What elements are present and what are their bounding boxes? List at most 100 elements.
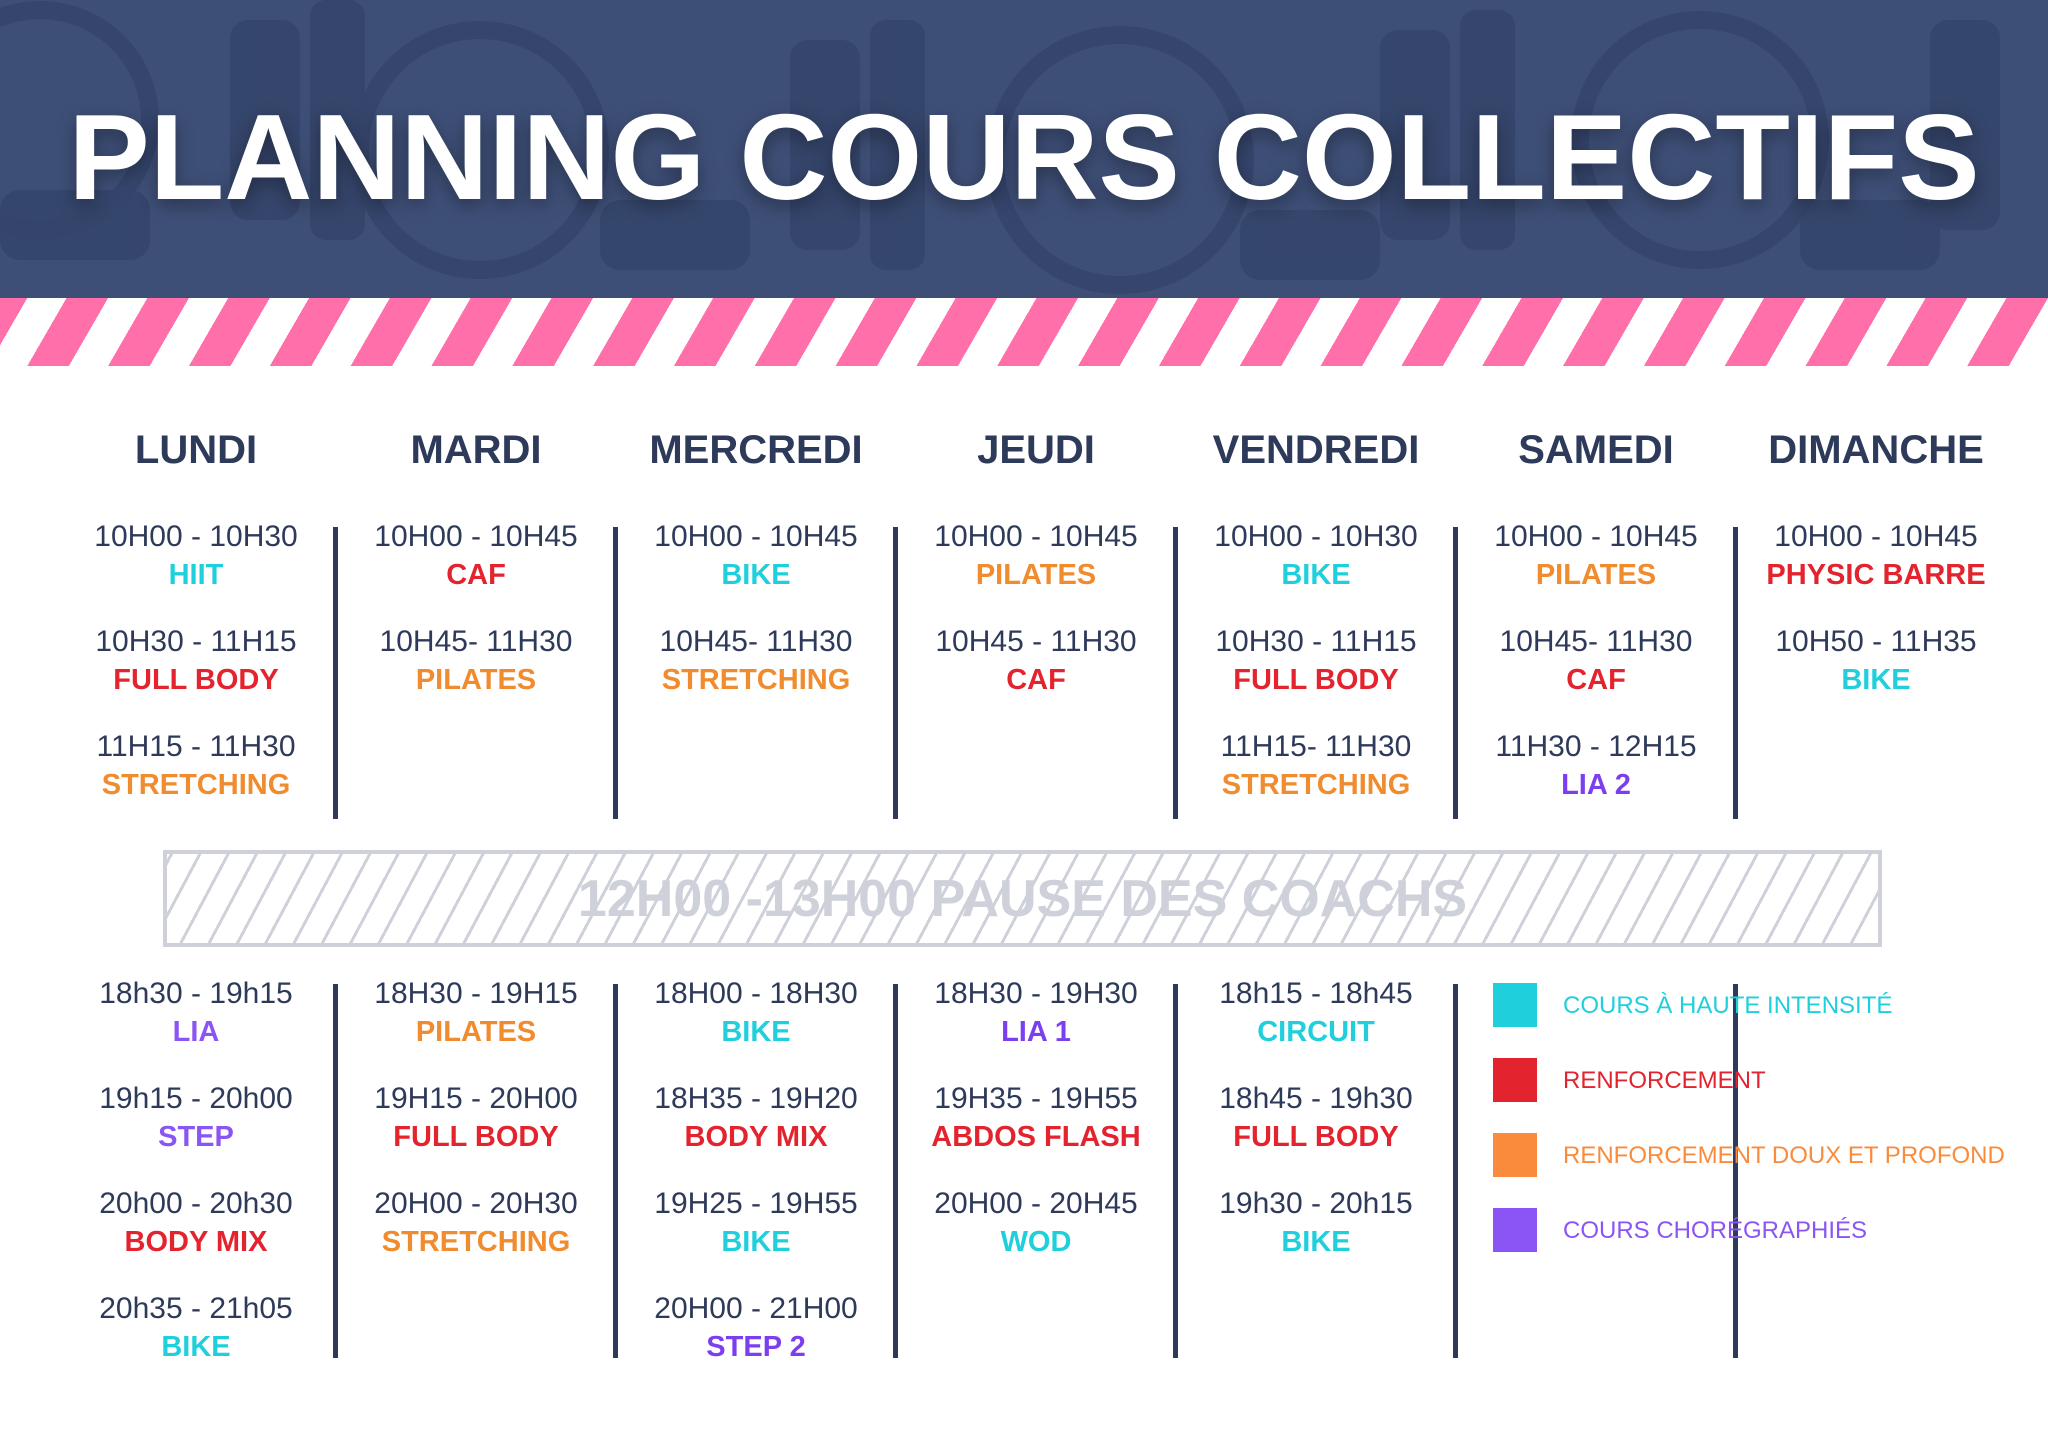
class-slot: 18H30 - 19H30 LIA 1: [896, 975, 1176, 1051]
class-slot: 18h45 - 19h30 FULL BODY: [1176, 1080, 1456, 1156]
slot-time: 18h30 - 19h15: [99, 977, 293, 1010]
legend-swatch: [1493, 1058, 1537, 1102]
class-slot: 20h00 - 20h30 BODY MIX: [56, 1185, 336, 1261]
slot-class-name: STRETCHING: [381, 1226, 571, 1258]
column-divider: [333, 984, 338, 1358]
slot-time: 11H15 - 11H30: [96, 730, 296, 763]
legend-label: RENFORCEMENT: [1563, 1067, 1766, 1094]
slot-time: 10H30 - 11H15: [95, 625, 297, 658]
column-divider: [1173, 527, 1178, 819]
slot-class-name: FULL BODY: [393, 1121, 559, 1153]
slot-class-name: BODY MIX: [124, 1226, 268, 1258]
slot-time: 10H00 - 10H45: [1774, 520, 1978, 553]
column-divider: [1173, 984, 1178, 1358]
class-slot: 10H00 - 10H45 PILATES: [1456, 518, 1736, 594]
slot-class-name: ABDOS FLASH: [931, 1121, 1141, 1153]
class-slot: 11H15- 11H30 STRETCHING: [1176, 728, 1456, 804]
class-slot: 19h15 - 20h00 STEP: [56, 1080, 336, 1156]
pause-banner: [163, 850, 1882, 947]
class-slot: 18H00 - 18H30 BIKE: [616, 975, 896, 1051]
slot-class-name: BIKE: [1281, 1226, 1351, 1258]
class-slot: 20H00 - 20H30 STRETCHING: [336, 1185, 616, 1261]
class-slot: 10H00 - 10H30 HIIT: [56, 518, 336, 594]
slot-class-name: PILATES: [1535, 559, 1657, 591]
slot-time: 20H00 - 20H45: [934, 1187, 1138, 1220]
legend-swatch: [1493, 983, 1537, 1027]
slot-time: 18H30 - 19H15: [374, 977, 578, 1010]
slot-time: 10H30 - 11H15: [1215, 625, 1417, 658]
slot-class-name: PILATES: [415, 1016, 537, 1048]
class-slot: 10H30 - 11H15 FULL BODY: [1176, 623, 1456, 699]
slot-time: 11H30 - 12H15: [1495, 730, 1697, 763]
column-divider: [893, 527, 898, 819]
slot-time: 10H00 - 10H45: [934, 520, 1138, 553]
slot-time: 10H00 - 10H30: [94, 520, 298, 553]
column-divider: [1453, 984, 1458, 1358]
day-header-mardi: MARDI: [410, 428, 542, 472]
slot-time: 10H45 - 11H30: [935, 625, 1137, 658]
class-slot: 10H00 - 10H45 BIKE: [616, 518, 896, 594]
slot-class-name: FULL BODY: [113, 664, 279, 696]
class-slot: 19h30 - 20h15 BIKE: [1176, 1185, 1456, 1261]
class-slot: 18H35 - 19H20 BODY MIX: [616, 1080, 896, 1156]
slot-time: 10H00 - 10H30: [1214, 520, 1418, 553]
slot-time: 20H00 - 20H30: [374, 1187, 578, 1220]
slot-class-name: STEP 2: [706, 1331, 806, 1363]
slot-class-name: BIKE: [721, 1226, 791, 1258]
slot-class-name: WOD: [1000, 1226, 1072, 1258]
slot-time: 10H00 - 10H45: [1494, 520, 1698, 553]
class-slot: 10H00 - 10H30 BIKE: [1176, 518, 1456, 594]
class-slot: 18h30 - 19h15 LIA: [56, 975, 336, 1051]
slot-time: 18H30 - 19H30: [934, 977, 1138, 1010]
slot-time: 20h00 - 20h30: [99, 1187, 293, 1220]
page-title: PLANNING COURS COLLECTIFS: [68, 89, 1980, 225]
slot-class-name: STRETCHING: [1221, 769, 1411, 801]
column-divider: [333, 527, 338, 819]
class-slot: 10H30 - 11H15 FULL BODY: [56, 623, 336, 699]
pink-stripe-band: [0, 298, 2048, 366]
day-header-dimanche: DIMANCHE: [1768, 428, 1984, 472]
slot-time: 10H00 - 10H45: [654, 520, 858, 553]
slot-class-name: LIA 2: [1561, 769, 1631, 801]
slot-time: 10H45- 11H30: [1499, 625, 1693, 658]
class-slot: 11H30 - 12H15 LIA 2: [1456, 728, 1736, 804]
day-header-mercredi: MERCREDI: [649, 428, 863, 472]
slot-class-name: FULL BODY: [1233, 1121, 1399, 1153]
day-header-samedi: SAMEDI: [1518, 428, 1674, 472]
slot-time: 10H45- 11H30: [659, 625, 853, 658]
class-slot: 20h35 - 21h05 BIKE: [56, 1290, 336, 1366]
class-slot: 10H50 - 11H35 BIKE: [1736, 623, 2016, 699]
class-slot: 18H30 - 19H15 PILATES: [336, 975, 616, 1051]
dumbbell-motif-icon: [0, 0, 2000, 294]
class-slot: 20H00 - 20H45 WOD: [896, 1185, 1176, 1261]
column-divider: [613, 527, 618, 819]
day-header-jeudi: JEUDI: [977, 428, 1095, 472]
class-slot: 19H15 - 20H00 FULL BODY: [336, 1080, 616, 1156]
column-divider: [1733, 984, 1738, 1358]
slot-class-name: BIKE: [721, 559, 791, 591]
class-slot: 10H00 - 10H45 PHYSIC BARRE: [1736, 518, 2016, 594]
class-slot: 10H45- 11H30 PILATES: [336, 623, 616, 699]
class-slot: 10H45- 11H30 STRETCHING: [616, 623, 896, 699]
slot-time: 18H35 - 19H20: [654, 1082, 858, 1115]
slot-time: 19H25 - 19H55: [654, 1187, 858, 1220]
class-slot: 20H00 - 21H00 STEP 2: [616, 1290, 896, 1366]
slot-time: 10H45- 11H30: [379, 625, 573, 658]
legend-label: COURS À HAUTE INTENSITÉ: [1563, 992, 1893, 1019]
slot-time: 18h15 - 18h45: [1219, 977, 1413, 1010]
class-slot: 10H00 - 10H45 PILATES: [896, 518, 1176, 594]
class-slot: 19H25 - 19H55 BIKE: [616, 1185, 896, 1261]
day-header-lundi: LUNDI: [134, 428, 258, 472]
slot-class-name: FULL BODY: [1233, 664, 1399, 696]
class-slot: 10H45- 11H30 CAF: [1456, 623, 1736, 699]
slot-time: 11H15- 11H30: [1220, 730, 1412, 763]
slot-class-name: PILATES: [415, 664, 537, 696]
column-divider: [1453, 527, 1458, 819]
slot-class-name: BIKE: [721, 1016, 791, 1048]
slot-class-name: STEP: [158, 1121, 234, 1153]
slot-time: 18H00 - 18H30: [654, 977, 858, 1010]
slot-class-name: BIKE: [161, 1331, 231, 1363]
pause-text: 12H00 -13H00 PAUSE DES COACHS: [577, 870, 1468, 928]
class-slot: 18h15 - 18h45 CIRCUIT: [1176, 975, 1456, 1051]
column-divider: [613, 984, 618, 1358]
